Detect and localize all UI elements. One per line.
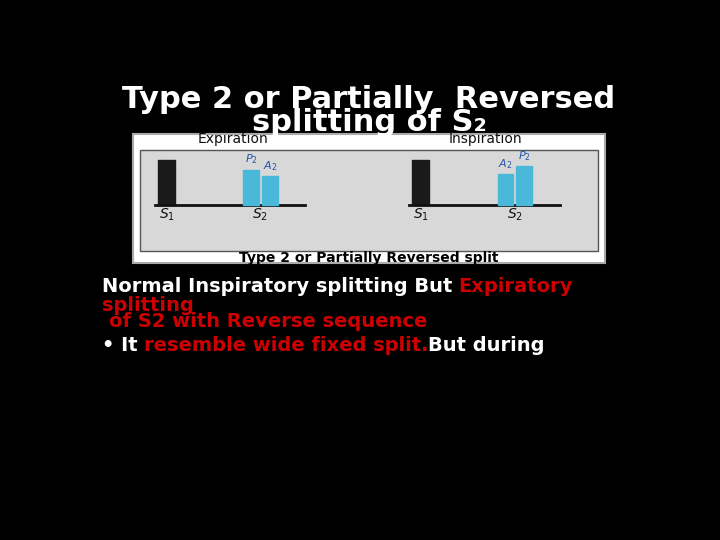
Bar	[140, 150, 598, 251]
Bar	[262, 176, 277, 205]
Bar	[413, 160, 429, 205]
Text: of S2 with Reverse sequence: of S2 with Reverse sequence	[109, 312, 428, 330]
Text: But during: But during	[428, 336, 545, 355]
Text: Expiration: Expiration	[198, 132, 269, 146]
Text: $A_2$: $A_2$	[498, 157, 513, 171]
Bar	[158, 160, 175, 205]
Text: resemble wide fixed split.: resemble wide fixed split.	[144, 336, 428, 355]
Text: $S_1$: $S_1$	[158, 207, 175, 223]
Bar	[516, 166, 532, 205]
Bar	[498, 174, 513, 205]
Text: • It: • It	[102, 336, 144, 355]
Text: splitting: splitting	[102, 295, 194, 314]
Text: Type 2 or Partially Reversed split: Type 2 or Partially Reversed split	[239, 251, 499, 265]
Text: $S_1$: $S_1$	[413, 207, 429, 223]
Text: $A_2$: $A_2$	[263, 159, 277, 173]
Text: $P_2$: $P_2$	[245, 153, 258, 166]
Text: Type 2 or Partially  Reversed: Type 2 or Partially Reversed	[122, 85, 616, 114]
Bar	[132, 134, 606, 264]
Text: $P_2$: $P_2$	[518, 150, 531, 164]
Text: $S_2$: $S_2$	[253, 207, 269, 223]
Text: Inspiration: Inspiration	[449, 132, 522, 146]
Bar	[243, 170, 259, 205]
Text: Expiratory: Expiratory	[459, 277, 573, 296]
Text: $S_2$: $S_2$	[507, 207, 523, 223]
Text: splitting of S₂: splitting of S₂	[251, 108, 487, 137]
Text: Normal Inspiratory splitting But: Normal Inspiratory splitting But	[102, 277, 459, 296]
